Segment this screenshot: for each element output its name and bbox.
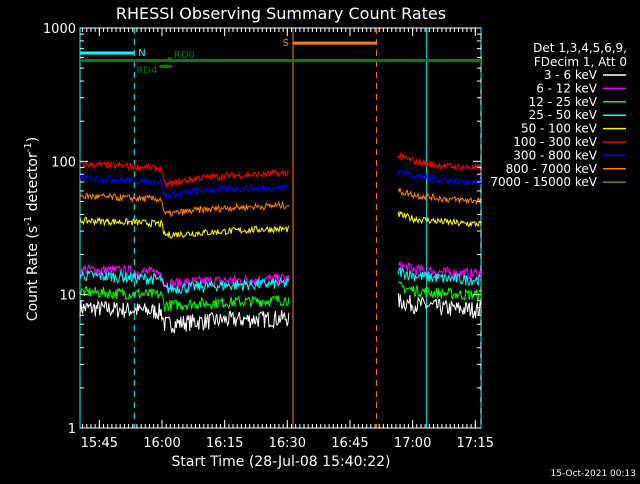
series-line — [79, 270, 290, 295]
series-line — [79, 192, 290, 218]
series-line — [397, 152, 482, 172]
x-tick-label: 16:15 — [206, 436, 243, 451]
y-axis-label-sup1: -1 — [23, 216, 34, 226]
legend-label: 12 - 25 keV — [529, 95, 598, 109]
x-tick-label: 17:15 — [457, 436, 494, 451]
annotation-label: N — [138, 48, 145, 59]
footer-date: 15-Oct-2021 00:13 — [551, 469, 636, 479]
series-line — [79, 160, 290, 188]
y-axis-label: Count Rate (s-1 detector-1) — [23, 137, 41, 321]
y-axis-label-sup2: -1 — [23, 142, 34, 152]
x-tick-label: 16:00 — [143, 436, 180, 451]
series-line — [397, 210, 482, 228]
y-tick-label: 1 — [68, 422, 76, 437]
series-line — [79, 216, 290, 239]
legend-label: 25 - 50 keV — [529, 108, 598, 122]
plot-area: N S RD4 RD0 1 10 100 1000 15:45 16:00 16:15 16:30… — [43, 22, 494, 451]
x-axis-ticks: 15:45 16:00 16:15 16:30 16:45 17:00 17:15 — [81, 28, 494, 451]
annotation-label: S — [283, 38, 289, 49]
legend-label: 100 - 300 keV — [513, 135, 597, 149]
series-line — [79, 173, 290, 201]
legend-label: 800 - 7000 keV — [506, 162, 598, 176]
series-line — [397, 169, 482, 187]
legend-label: 3 - 6 keV — [544, 68, 598, 82]
annotation-bars: N S RD4 RD0 — [80, 38, 481, 76]
annotation-label: RD4 — [136, 65, 157, 76]
x-tick-label: 16:45 — [331, 436, 368, 451]
legend-label: 50 - 100 keV — [521, 122, 598, 136]
x-tick-label: 17:00 — [394, 436, 431, 451]
y-axis-label-mid: detector — [25, 152, 41, 216]
legend-header-line-2: FDecim 1, Att 0 — [534, 55, 627, 69]
x-axis-label: Start Time (28-Jul-08 15:40:22) — [171, 454, 390, 470]
legend-label: 6 - 12 keV — [536, 81, 598, 95]
x-tick-label: 16:30 — [269, 436, 306, 451]
y-axis-label-base: Count Rate (s — [25, 226, 41, 321]
legend-label: 300 - 800 keV — [513, 148, 597, 162]
y-tick-label: 1000 — [43, 22, 76, 37]
series-line — [397, 293, 482, 319]
y-axis-ticks: 1 10 100 1000 — [43, 22, 481, 437]
series-line — [79, 299, 290, 335]
x-tick-label: 15:45 — [81, 436, 118, 451]
series-line — [397, 188, 482, 206]
chart-title: RHESSI Observing Summary Count Rates — [116, 4, 446, 23]
series-lines — [79, 152, 482, 335]
legend: Det 1,3,4,5,6,9, FDecim 1, Att 0 3 - 6 k… — [490, 41, 627, 189]
series-line — [397, 281, 482, 302]
series-line — [79, 285, 290, 312]
series-line — [397, 267, 482, 286]
legend-header-line-1: Det 1,3,4,5,6,9, — [533, 41, 627, 55]
series-line — [79, 262, 290, 291]
annotation-label: RD0 — [174, 50, 195, 61]
y-tick-label: 100 — [51, 155, 76, 170]
y-tick-label: 10 — [59, 289, 76, 304]
y-axis-label-end: ) — [25, 137, 41, 142]
series-line — [397, 260, 482, 282]
legend-label: 7000 - 15000 keV — [490, 175, 597, 189]
interval-lines — [79, 28, 482, 428]
